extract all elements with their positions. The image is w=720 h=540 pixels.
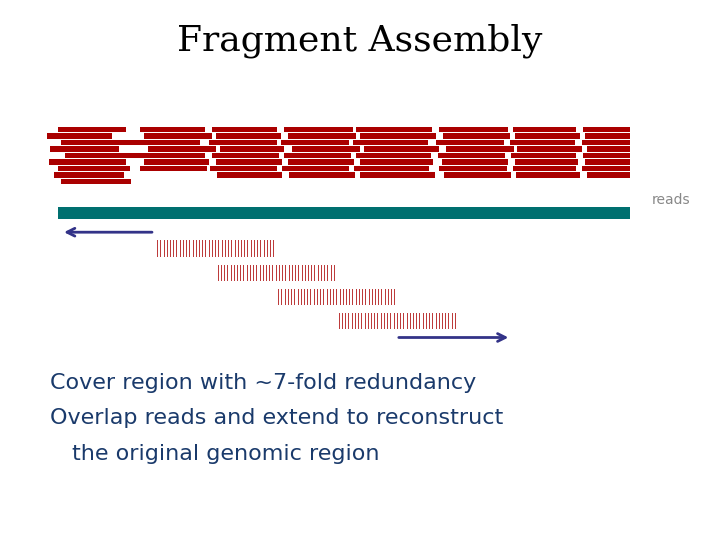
Bar (58, 127, 126, 132)
Bar (583, 153, 630, 158)
Bar (438, 153, 505, 158)
Bar (61, 140, 133, 145)
Bar (284, 127, 353, 132)
Bar (439, 127, 508, 132)
Bar (281, 140, 349, 145)
Text: Cover region with ~7-fold redundancy: Cover region with ~7-fold redundancy (50, 373, 477, 394)
Bar (582, 140, 630, 145)
Bar (288, 159, 354, 165)
Bar (587, 172, 630, 178)
Bar (513, 166, 576, 171)
Bar (353, 140, 428, 145)
Bar (585, 159, 630, 165)
Bar (442, 159, 508, 165)
Bar (212, 153, 279, 158)
Bar (583, 127, 630, 132)
Bar (436, 140, 504, 145)
Text: reads: reads (652, 193, 690, 207)
Bar (515, 159, 578, 165)
Bar (144, 133, 212, 139)
Bar (364, 146, 439, 152)
Bar (148, 146, 216, 152)
Text: the original genomic region: the original genomic region (72, 443, 379, 464)
Bar (288, 133, 356, 139)
Bar (50, 146, 119, 152)
Bar (356, 153, 431, 158)
Bar (209, 140, 277, 145)
Bar (220, 146, 284, 152)
Bar (49, 159, 126, 165)
Text: Fragment Assembly: Fragment Assembly (177, 23, 543, 58)
Bar (212, 127, 277, 132)
Bar (289, 172, 355, 178)
Bar (582, 166, 630, 171)
Bar (58, 166, 130, 171)
Bar (54, 172, 124, 178)
Bar (58, 207, 630, 219)
Bar (446, 146, 514, 152)
Bar (216, 133, 281, 139)
Bar (140, 127, 205, 132)
Bar (217, 172, 282, 178)
Bar (516, 172, 580, 178)
Bar (510, 140, 575, 145)
Bar (292, 146, 360, 152)
Bar (210, 166, 277, 171)
Bar (216, 265, 335, 281)
Bar (216, 159, 282, 165)
Bar (513, 127, 576, 132)
Bar (61, 179, 131, 184)
Bar (511, 153, 576, 158)
Bar (140, 166, 207, 171)
Bar (284, 153, 351, 158)
Bar (360, 133, 436, 139)
Bar (360, 172, 435, 178)
Bar (439, 166, 507, 171)
Bar (144, 159, 209, 165)
Bar (338, 313, 457, 329)
Bar (360, 159, 433, 165)
Bar (585, 133, 630, 139)
Bar (137, 153, 205, 158)
Bar (155, 240, 274, 256)
Bar (277, 289, 396, 305)
Bar (517, 146, 582, 152)
Bar (133, 140, 200, 145)
Bar (47, 133, 112, 139)
Bar (65, 153, 140, 158)
Bar (282, 166, 349, 171)
Text: Overlap reads and extend to reconstruct: Overlap reads and extend to reconstruct (50, 408, 504, 429)
Bar (587, 146, 630, 152)
Bar (444, 172, 511, 178)
Bar (443, 133, 510, 139)
Bar (354, 166, 429, 171)
Bar (356, 127, 432, 132)
Bar (515, 133, 580, 139)
